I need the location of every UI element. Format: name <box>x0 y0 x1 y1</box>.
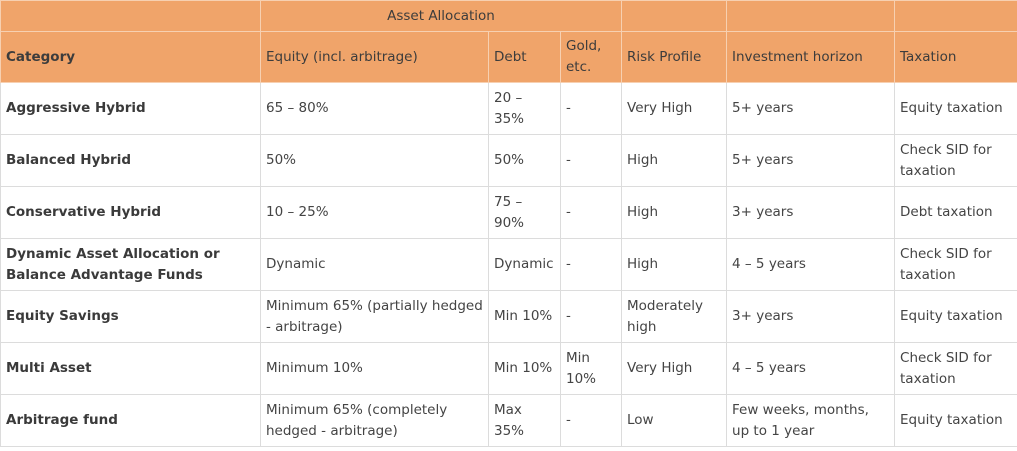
gold-cell: - <box>559 238 623 291</box>
table-row: Multi Asset Minimum 10% Min 10% Min 10% … <box>0 342 1017 395</box>
column-header-investment-horizon: Investment horizon <box>726 31 896 83</box>
investment-horizon-cell: 4 – 5 years <box>726 238 896 291</box>
table-row: Equity Savings Minimum 65% (partially he… <box>0 290 1017 343</box>
investment-horizon-cell: 3+ years <box>726 186 896 239</box>
column-header-risk-profile: Risk Profile <box>621 31 728 83</box>
header-empty-cell <box>726 0 896 32</box>
risk-profile-cell: Very High <box>621 342 728 395</box>
risk-profile-cell: Moderately high <box>621 290 728 343</box>
category-cell: Aggressive Hybrid <box>0 82 261 135</box>
category-cell: Dynamic Asset Allocation or Balance Adva… <box>0 238 261 291</box>
debt-cell: 20 – 35% <box>488 82 561 135</box>
taxation-cell: Check SID for taxation <box>894 342 1017 395</box>
debt-cell: Max 35% <box>488 394 561 447</box>
column-header-taxation: Taxation <box>894 31 1017 83</box>
risk-profile-cell: High <box>621 134 728 187</box>
debt-cell: Min 10% <box>488 290 561 343</box>
investment-horizon-cell: 3+ years <box>726 290 896 343</box>
debt-cell: Min 10% <box>488 342 561 395</box>
risk-profile-cell: Very High <box>621 82 728 135</box>
header-row-group: Asset Allocation <box>0 0 1017 32</box>
gold-cell: - <box>559 290 623 343</box>
risk-profile-cell: High <box>621 238 728 291</box>
investment-horizon-cell: Few weeks, months, up to 1 year <box>726 394 896 447</box>
debt-cell: Dynamic <box>488 238 561 291</box>
equity-cell: 65 – 80% <box>260 82 489 135</box>
category-cell: Multi Asset <box>0 342 261 395</box>
category-cell: Arbitrage fund <box>0 394 261 447</box>
equity-cell: Minimum 10% <box>260 342 489 395</box>
equity-cell: 10 – 25% <box>260 186 489 239</box>
investment-horizon-cell: 5+ years <box>726 134 896 187</box>
category-cell: Equity Savings <box>0 290 261 343</box>
category-cell: Balanced Hybrid <box>0 134 261 187</box>
taxation-cell: Check SID for taxation <box>894 134 1017 187</box>
header-empty-cell <box>894 0 1017 32</box>
header-row-columns: Category Equity (incl. arbitrage) Debt G… <box>0 31 1017 83</box>
taxation-cell: Equity taxation <box>894 290 1017 343</box>
investment-horizon-cell: 4 – 5 years <box>726 342 896 395</box>
gold-cell: - <box>559 82 623 135</box>
table-row: Balanced Hybrid 50% 50% - High 5+ years … <box>0 134 1017 187</box>
gold-cell: - <box>559 186 623 239</box>
gold-cell: Min 10% <box>559 342 623 395</box>
equity-cell: Dynamic <box>260 238 489 291</box>
equity-cell: Minimum 65% (completely hedged - arbitra… <box>260 394 489 447</box>
risk-profile-cell: High <box>621 186 728 239</box>
category-cell: Conservative Hybrid <box>0 186 261 239</box>
table-row: Arbitrage fund Minimum 65% (completely h… <box>0 394 1017 447</box>
table-row: Aggressive Hybrid 65 – 80% 20 – 35% - Ve… <box>0 82 1017 135</box>
risk-profile-cell: Low <box>621 394 728 447</box>
taxation-cell: Debt taxation <box>894 186 1017 239</box>
column-header-equity: Equity (incl. arbitrage) <box>260 31 489 83</box>
taxation-cell: Equity taxation <box>894 394 1017 447</box>
table-row: Dynamic Asset Allocation or Balance Adva… <box>0 238 1017 291</box>
gold-cell: - <box>559 134 623 187</box>
header-empty-cell <box>621 0 728 32</box>
investment-horizon-cell: 5+ years <box>726 82 896 135</box>
header-empty-cell <box>0 0 261 32</box>
column-header-gold: Gold, etc. <box>559 31 623 83</box>
equity-cell: Minimum 65% (partially hedged - arbitrag… <box>260 290 489 343</box>
gold-cell: - <box>559 394 623 447</box>
column-header-debt: Debt <box>488 31 561 83</box>
debt-cell: 75 – 90% <box>488 186 561 239</box>
table-row: Conservative Hybrid 10 – 25% 75 – 90% - … <box>0 186 1017 239</box>
asset-allocation-header: Asset Allocation <box>259 0 623 32</box>
taxation-cell: Equity taxation <box>894 82 1017 135</box>
column-header-category: Category <box>0 31 261 83</box>
debt-cell: 50% <box>488 134 561 187</box>
taxation-cell: Check SID for taxation <box>894 238 1017 291</box>
equity-cell: 50% <box>260 134 489 187</box>
